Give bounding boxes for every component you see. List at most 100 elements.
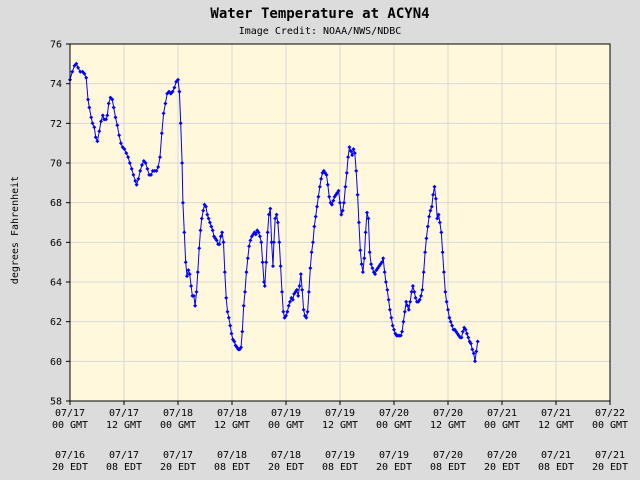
data-point: [260, 260, 265, 265]
x-tick-gmt-time: 12 GMT: [322, 420, 358, 431]
data-point: [305, 309, 310, 314]
x-tick-gmt-date: 07/18: [163, 408, 193, 419]
y-tick-label: 74: [50, 79, 62, 90]
data-point: [95, 139, 100, 144]
data-point: [176, 77, 180, 82]
data-point: [316, 194, 321, 199]
data-point: [274, 212, 279, 217]
data-point: [140, 163, 144, 167]
data-point: [159, 131, 164, 136]
data-point: [424, 236, 429, 241]
data-point: [362, 256, 367, 261]
data-point: [427, 214, 432, 219]
data-point: [70, 69, 75, 74]
data-point: [228, 323, 233, 328]
data-point: [350, 153, 355, 158]
data-point: [352, 151, 357, 156]
data-point: [386, 297, 391, 302]
x-tick-gmt-date: 07/17: [55, 408, 85, 419]
x-tick-edt-time: 20 EDT: [484, 462, 520, 473]
data-point: [379, 260, 384, 265]
data-point: [209, 224, 214, 229]
data-point: [180, 161, 185, 165]
data-point: [127, 161, 132, 165]
data-point: [389, 315, 394, 320]
data-point: [359, 262, 364, 267]
data-point: [82, 71, 87, 76]
x-tick-edt-date: 07/20: [487, 450, 517, 461]
data-point: [271, 264, 275, 269]
data-point: [111, 105, 116, 110]
x-tick-gmt-time: 00 GMT: [268, 420, 304, 431]
data-point: [74, 61, 79, 66]
y-tick-label: 60: [50, 357, 62, 368]
data-point: [285, 309, 290, 314]
data-point: [417, 297, 422, 302]
data-point: [145, 166, 150, 171]
data-point: [439, 230, 444, 235]
data-point: [271, 240, 276, 245]
data-point: [100, 113, 105, 118]
data-point: [205, 212, 210, 217]
data-point: [262, 280, 266, 284]
x-tick-gmt-time: 12 GMT: [214, 420, 250, 431]
data-point: [210, 228, 215, 233]
x-tick-edt-time: 08 EDT: [538, 462, 574, 473]
chart-subtitle: Image Credit: NOAA/NWS/NDBC: [239, 26, 402, 37]
data-point: [471, 351, 476, 356]
data-point: [106, 101, 111, 106]
data-point: [329, 202, 334, 207]
chart-title: Water Temperature at ACYN4: [210, 6, 429, 22]
data-point: [201, 208, 206, 213]
data-point: [390, 323, 395, 328]
data-point: [440, 250, 445, 255]
data-point: [421, 270, 426, 275]
x-tick-gmt-date: 07/18: [217, 408, 247, 419]
x-tick-edt-date: 07/19: [325, 450, 355, 461]
data-point: [408, 299, 413, 304]
y-tick-label: 68: [50, 198, 62, 209]
data-point: [143, 161, 148, 165]
data-point: [383, 280, 388, 284]
data-point: [259, 240, 264, 245]
x-tick-edt-time: 08 EDT: [214, 462, 250, 473]
data-point: [419, 293, 423, 298]
data-point: [122, 147, 127, 152]
x-tick-edt-time: 20 EDT: [160, 462, 196, 473]
data-point: [232, 339, 237, 344]
data-point: [163, 101, 168, 106]
data-point: [413, 295, 418, 300]
y-tick-label: 70: [50, 159, 62, 170]
data-point: [460, 329, 465, 334]
data-point: [220, 230, 225, 235]
data-point: [410, 284, 415, 288]
data-point: [161, 111, 166, 116]
data-point: [466, 335, 471, 340]
data-point: [382, 270, 387, 275]
x-tick-edt-date: 07/16: [55, 450, 85, 461]
data-point: [199, 216, 204, 221]
data-point: [308, 266, 313, 271]
data-point: [134, 182, 139, 187]
data-point: [401, 319, 406, 324]
data-point: [463, 327, 468, 332]
x-tick-edt-time: 08 EDT: [430, 462, 466, 473]
x-tick-edt-date: 07/17: [163, 450, 193, 461]
data-point: [149, 172, 153, 177]
data-point: [431, 192, 436, 197]
data-point: [193, 303, 198, 308]
data-point: [86, 97, 90, 102]
data-point: [420, 287, 425, 292]
data-point: [450, 323, 455, 328]
data-point: [315, 204, 319, 209]
data-point: [351, 147, 356, 152]
data-point: [78, 69, 83, 74]
data-point: [297, 284, 302, 288]
data-point: [115, 123, 120, 128]
data-point: [229, 331, 234, 336]
data-point: [243, 289, 247, 294]
data-point: [300, 287, 305, 292]
data-point: [428, 208, 433, 213]
